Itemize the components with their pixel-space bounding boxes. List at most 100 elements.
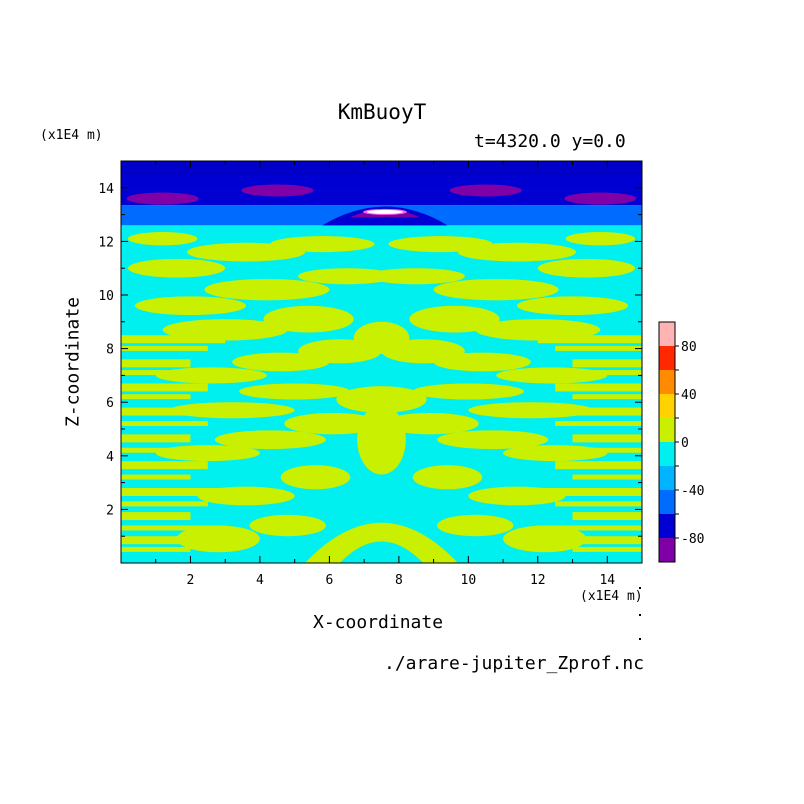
contour-patch bbox=[503, 525, 587, 553]
contour-patch bbox=[280, 465, 351, 490]
contour-patch bbox=[127, 258, 226, 278]
x-tick-label: 12 bbox=[530, 573, 546, 588]
colorbar-swatch bbox=[659, 322, 675, 346]
colorbar-swatch bbox=[659, 442, 675, 466]
colorbar-swatch bbox=[659, 418, 675, 442]
contour-patch bbox=[353, 321, 410, 354]
contour-patch bbox=[336, 386, 427, 413]
contour-patch bbox=[249, 514, 326, 537]
contour-patch bbox=[121, 420, 208, 426]
contour-patch bbox=[197, 486, 295, 506]
contour-patch bbox=[496, 367, 608, 384]
x-tick-label: 4 bbox=[256, 573, 264, 588]
source-filename: ./arare-jupiter_Zprof.nc bbox=[384, 653, 645, 674]
contour-patch bbox=[437, 430, 549, 450]
contour-patch bbox=[176, 525, 260, 553]
contour-patch bbox=[155, 445, 260, 462]
contour-patch bbox=[127, 232, 198, 246]
minimum-region bbox=[241, 184, 314, 197]
contour-patch bbox=[121, 383, 208, 392]
contour-band bbox=[121, 190, 642, 206]
contour-patch bbox=[555, 461, 642, 470]
x-tick-label: 6 bbox=[325, 573, 333, 588]
colorbar-tick-label: 0 bbox=[681, 436, 689, 451]
z-axis-unit: (x1E4 m) bbox=[40, 128, 103, 143]
colorbar-swatch bbox=[659, 370, 675, 394]
contour-patch bbox=[121, 525, 226, 531]
colorbar-tick-label: 80 bbox=[681, 340, 697, 355]
contour-patch bbox=[121, 394, 191, 400]
time-slice-label: t=4320.0 y=0.0 bbox=[474, 131, 626, 152]
contour-patch bbox=[121, 546, 191, 552]
y-tick-label: 6 bbox=[106, 396, 114, 411]
maximum-region bbox=[366, 209, 403, 214]
y-tick-label: 4 bbox=[106, 450, 114, 465]
y-tick-label: 8 bbox=[106, 343, 114, 358]
contour-patch bbox=[468, 486, 566, 506]
contour-patch bbox=[555, 536, 642, 545]
contour-patch bbox=[516, 296, 629, 316]
contour-patch bbox=[537, 525, 642, 531]
y-tick-label: 10 bbox=[98, 289, 114, 304]
contour-patch bbox=[412, 465, 483, 490]
contour-band bbox=[121, 161, 642, 175]
colorbar-swatch bbox=[659, 490, 675, 514]
contour-patch bbox=[367, 268, 465, 285]
x-tick-label: 14 bbox=[599, 573, 615, 588]
contour-patch bbox=[367, 362, 396, 384]
marker-dot bbox=[639, 587, 641, 589]
contour-patch bbox=[537, 258, 636, 278]
contour-patch bbox=[555, 345, 642, 351]
contour-patch bbox=[214, 430, 326, 450]
y-tick-label: 12 bbox=[98, 235, 114, 250]
contour-patch bbox=[537, 335, 642, 344]
contour-patch bbox=[555, 501, 642, 507]
contour-patch bbox=[409, 305, 500, 333]
contour-patch bbox=[169, 402, 295, 419]
marker-dot bbox=[639, 614, 641, 616]
contour-patch bbox=[121, 474, 191, 480]
colorbar-swatch bbox=[659, 514, 675, 538]
contour-patch bbox=[433, 278, 559, 301]
contour-patch bbox=[284, 412, 382, 435]
contour-patch bbox=[339, 541, 424, 563]
contour-patch bbox=[270, 236, 375, 253]
contour-patch bbox=[357, 404, 406, 475]
colorbar-tick-label: -40 bbox=[681, 484, 704, 499]
contour-patch bbox=[121, 345, 208, 351]
contour-patch bbox=[572, 434, 642, 443]
contour-patch bbox=[121, 501, 208, 507]
colorbar-tick-label: -80 bbox=[681, 532, 704, 547]
contour-patch bbox=[239, 383, 351, 400]
colorbar-swatch bbox=[659, 346, 675, 370]
chart-title: KmBuoyT bbox=[337, 100, 427, 124]
contour-patch bbox=[121, 512, 191, 521]
contour-patch bbox=[475, 319, 601, 341]
contour-patch bbox=[134, 296, 247, 316]
contour-patch bbox=[572, 474, 642, 480]
contour-patch bbox=[121, 487, 226, 496]
contour-patch bbox=[121, 536, 208, 545]
x-tick-label: 2 bbox=[187, 573, 195, 588]
contour-patch bbox=[121, 461, 208, 470]
contour-patch bbox=[572, 512, 642, 521]
x-tick-label: 10 bbox=[461, 573, 477, 588]
contour-patch bbox=[121, 434, 191, 443]
contour-patch bbox=[298, 268, 396, 285]
contour-patch bbox=[263, 305, 354, 333]
x-axis-label: X-coordinate bbox=[313, 612, 444, 633]
y-tick-label: 2 bbox=[106, 503, 114, 518]
contour-patch bbox=[204, 278, 330, 301]
colorbar-swatch bbox=[659, 466, 675, 490]
minimum-region bbox=[449, 184, 522, 197]
y-tick-label: 14 bbox=[98, 182, 114, 197]
contour-patch bbox=[412, 383, 524, 400]
contour-patch bbox=[572, 394, 642, 400]
x-axis-unit: (x1E4 m) bbox=[580, 589, 643, 604]
contour-patch bbox=[121, 359, 191, 368]
contour-patch bbox=[388, 236, 493, 253]
contour-patch bbox=[503, 445, 608, 462]
minimum-region bbox=[126, 192, 199, 205]
contour-field bbox=[121, 161, 642, 563]
contour-patch bbox=[537, 487, 642, 496]
